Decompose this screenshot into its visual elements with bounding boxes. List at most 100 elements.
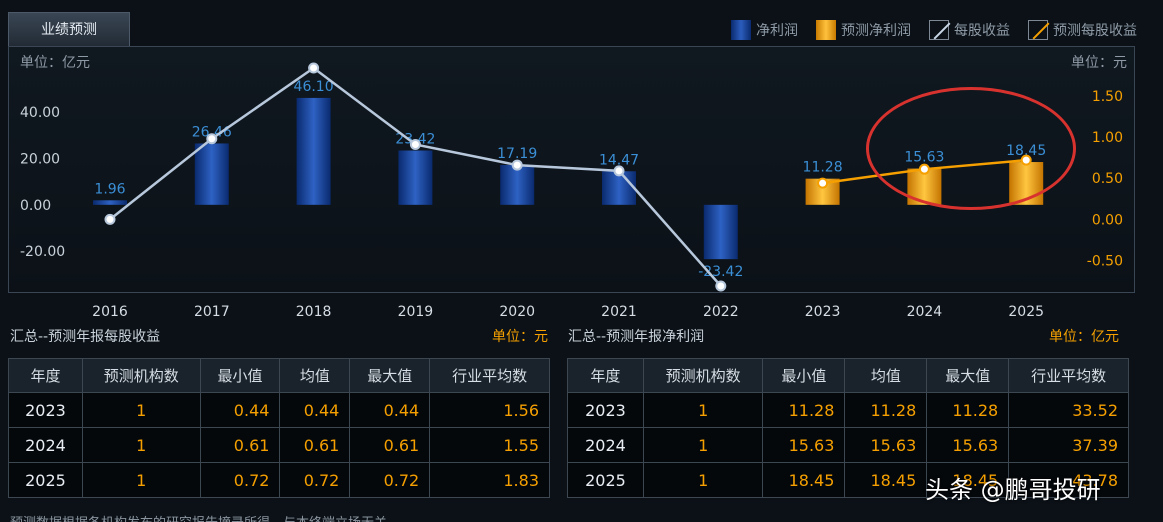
eps-point [206, 133, 218, 145]
cell-analyst-count: 1 [81, 427, 201, 463]
legend-item-forecast-net-profit[interactable]: 预测净利润 [816, 20, 911, 40]
col-header-mean[interactable]: 均值 [279, 358, 351, 393]
cell-analyst-count: 1 [81, 462, 201, 498]
eps-point [613, 165, 625, 177]
net-profit-bar [296, 97, 331, 205]
highlight-circle [866, 87, 1076, 210]
col-header-year[interactable]: 年度 [8, 358, 83, 393]
cell-max: 11.28 [926, 392, 1010, 428]
cell-industry-avg: 37.39 [1008, 427, 1129, 463]
net-profit-bar [703, 204, 738, 260]
cell-industry-avg: 43.78 [1008, 462, 1129, 498]
col-header-analyst-count[interactable]: 预测机构数 [642, 358, 764, 393]
cell-mean: 0.72 [279, 462, 351, 498]
col-header-industry-avg[interactable]: 行业平均数 [429, 358, 550, 393]
bar-value-label: 11.28 [803, 160, 843, 176]
legend-label: 预测每股收益 [1053, 23, 1137, 39]
bar-value-label: 17.19 [497, 146, 537, 162]
cell-mean: 15.63 [844, 427, 928, 463]
eps-point [409, 139, 421, 151]
cell-max: 15.63 [926, 427, 1010, 463]
eps-point [511, 159, 523, 171]
cell-year: 2023 [567, 392, 644, 428]
net-profit-bar [194, 143, 229, 205]
bar-value-label: 46.10 [294, 79, 334, 95]
x-tick-label: 2016 [92, 304, 128, 320]
cell-min: 11.28 [762, 392, 846, 428]
col-header-max[interactable]: 最大值 [349, 358, 431, 393]
x-tick-label: 2024 [907, 304, 943, 320]
col-header-min[interactable]: 最小值 [199, 358, 281, 393]
legend-item-eps[interactable]: 每股收益 [929, 20, 1010, 40]
cell-min: 15.63 [762, 427, 846, 463]
x-tick-label: 2020 [499, 304, 535, 320]
cell-industry-avg: 1.56 [429, 392, 550, 428]
table-row[interactable]: 2023 1 0.44 0.44 0.44 1.56 [8, 392, 550, 428]
watermark-text: 头条 @鹏哥投研 [925, 476, 1101, 504]
table-row[interactable]: 2024 1 0.61 0.61 0.61 1.55 [8, 427, 550, 463]
cell-analyst-count: 1 [642, 462, 764, 498]
orange-bar-swatch-icon [816, 20, 836, 40]
left-tick-label: 0.00 [20, 198, 51, 214]
x-tick-label: 2021 [601, 304, 637, 320]
col-header-analyst-count[interactable]: 预测机构数 [81, 358, 201, 393]
cell-year: 2023 [8, 392, 83, 428]
table-row[interactable]: 2023 1 11.28 11.28 11.28 33.52 [567, 392, 1129, 428]
right-tick-label: 0.50 [1092, 171, 1123, 187]
legend-label: 预测净利润 [841, 23, 911, 39]
x-tick-label: 2022 [703, 304, 739, 320]
table-row[interactable]: 2025 1 0.72 0.72 0.72 1.83 [8, 462, 550, 498]
cell-max: 0.61 [349, 427, 431, 463]
eps-forecast-table: 年度 预测机构数 最小值 均值 最大值 行业平均数 2023 1 0.44 0.… [8, 358, 550, 498]
cell-min: 0.72 [199, 462, 281, 498]
cell-analyst-count: 1 [81, 392, 201, 428]
cell-mean: 18.45 [844, 462, 928, 498]
net-profit-bar [602, 171, 636, 205]
cell-mean: 11.28 [844, 392, 928, 428]
col-header-year[interactable]: 年度 [567, 358, 644, 393]
x-tick-label: 2023 [805, 304, 841, 320]
bar-value-label: 14.47 [599, 152, 639, 168]
eps-table-title: 汇总--预测年报每股收益 [10, 329, 161, 345]
eps-point [308, 62, 320, 74]
earnings-chart: 单位：亿元 单位：元 40.00 20.00 0.00 -20.00 1.50 1.00… [20, 55, 1127, 320]
bar-value-label: 26.46 [192, 124, 232, 140]
cell-min: 0.44 [199, 392, 281, 428]
x-tick-label: 2017 [194, 304, 230, 320]
right-tick-label: 0.00 [1092, 212, 1123, 228]
blue-bar-swatch-icon [731, 20, 751, 40]
left-tick-label: 20.00 [20, 151, 60, 167]
table-header-row: 年度 预测机构数 最小值 均值 最大值 行业平均数 [8, 358, 550, 393]
table-header-row: 年度 预测机构数 最小值 均值 最大值 行业平均数 [567, 358, 1129, 393]
eps-table-unit: 单位：元 [492, 329, 548, 345]
right-tick-label: 1.50 [1092, 89, 1123, 105]
net-profit-bar [500, 164, 535, 205]
cell-industry-avg: 1.55 [429, 427, 550, 463]
table-row[interactable]: 2024 1 15.63 15.63 15.63 37.39 [567, 427, 1129, 463]
eps-point [715, 280, 727, 292]
col-header-min[interactable]: 最小值 [762, 358, 846, 393]
cell-analyst-count: 1 [642, 427, 764, 463]
left-tick-label: -20.00 [20, 244, 65, 260]
legend-item-net-profit[interactable]: 净利润 [731, 20, 798, 40]
white-line-swatch-icon [929, 20, 949, 40]
tab-earnings-forecast[interactable]: 业绩预测 [8, 12, 130, 46]
col-header-industry-avg[interactable]: 行业平均数 [1008, 358, 1129, 393]
cell-year: 2024 [567, 427, 644, 463]
net-profit-bar [93, 200, 127, 205]
legend-label: 每股收益 [954, 23, 1010, 39]
cell-industry-avg: 1.83 [429, 462, 550, 498]
table-row[interactable]: 2025 1 18.45 18.45 18.45 43.78 [567, 462, 1129, 498]
eps-point [104, 213, 116, 225]
col-header-max[interactable]: 最大值 [926, 358, 1010, 393]
disclaimer-text: 预测数据根据各机构发布的研究报告摘录所得，与本终端立场无关 [10, 512, 387, 522]
col-header-mean[interactable]: 均值 [844, 358, 928, 393]
cell-analyst-count: 1 [642, 392, 764, 428]
legend-item-forecast-eps[interactable]: 预测每股收益 [1028, 20, 1137, 40]
chart-legend: 净利润 预测净利润 每股收益 预测每股收益 [731, 20, 1137, 40]
cell-year: 2024 [8, 427, 83, 463]
cell-max: 18.45 [926, 462, 1010, 498]
right-axis-unit: 单位：元 [1071, 55, 1127, 71]
profit-table-unit: 单位：亿元 [1049, 329, 1119, 345]
